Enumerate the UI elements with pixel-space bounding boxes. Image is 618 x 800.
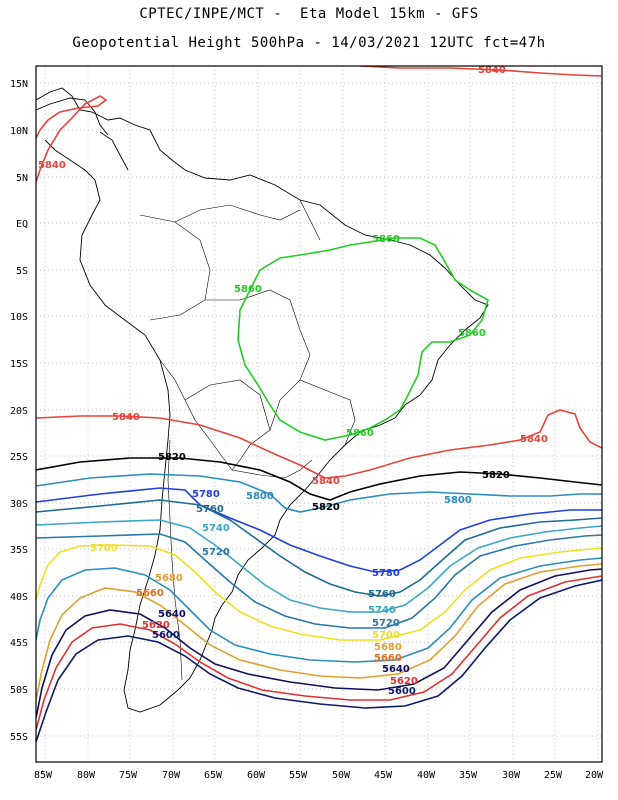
contour-5860: [237, 237, 489, 441]
contour-label: 5640: [158, 609, 186, 620]
lon-label: 55W: [289, 770, 308, 781]
contour-5780: [36, 487, 602, 573]
contour-5640: [36, 568, 602, 719]
contour-label: 5680: [374, 642, 402, 653]
lat-label: 55S: [10, 732, 28, 743]
contour-label: 5700: [90, 543, 118, 554]
lon-label: 35W: [459, 770, 478, 781]
contour-5660: [36, 563, 602, 701]
lat-label: 40S: [10, 592, 28, 603]
contour-label: 5760: [196, 504, 224, 515]
contour-label: 5620: [142, 620, 170, 631]
lon-label: 75W: [119, 770, 138, 781]
lon-label: 60W: [247, 770, 266, 781]
latitude-axis: 15N 10N 5N EQ 5S 10S 15S 20S 25S 30S 35S…: [10, 79, 28, 743]
graticule: [36, 66, 602, 762]
lat-label: 10S: [10, 312, 28, 323]
longitude-axis: 85W 80W 75W 70W 65W 60W 55W 50W 45W 40W …: [34, 770, 604, 781]
contour-lines: [36, 66, 602, 743]
lat-label: 15S: [10, 359, 28, 370]
contour-label: 5720: [372, 618, 400, 629]
contour-label: 5600: [388, 686, 416, 697]
contour-label: 5800: [246, 491, 274, 502]
contour-label: 5820: [312, 502, 340, 513]
lat-label: 50S: [10, 685, 28, 696]
contour-label: 5600: [152, 630, 180, 641]
contour-label: 5740: [368, 605, 396, 616]
lon-label: 25W: [544, 770, 563, 781]
contour-label: 5840: [478, 65, 506, 76]
contour-label: 5780: [372, 568, 400, 579]
contour-5840-mid: [36, 409, 602, 479]
lon-label: 45W: [374, 770, 393, 781]
lon-label: 40W: [417, 770, 436, 781]
lon-label: 85W: [34, 770, 53, 781]
contour-label: 5860: [234, 284, 262, 295]
lat-label: 20S: [10, 406, 28, 417]
lat-label: 35S: [10, 545, 28, 556]
contour-5620: [36, 575, 602, 731]
contour-5800: [36, 473, 602, 513]
contour-label: 5860: [458, 328, 486, 339]
contour-label: 5840: [312, 476, 340, 487]
contour-label: 5840: [112, 412, 140, 423]
lon-label: 80W: [77, 770, 96, 781]
contour-label: 5820: [158, 452, 186, 463]
contour-label: 5820: [482, 470, 510, 481]
contour-5680: [36, 557, 602, 663]
lon-label: 50W: [332, 770, 351, 781]
contour-5740: [36, 519, 602, 613]
contour-label: 5840: [38, 160, 66, 171]
lat-label: 5S: [16, 266, 28, 277]
lat-label: 15N: [10, 79, 28, 90]
contour-5760: [36, 499, 602, 597]
contour-label: 5860: [372, 234, 400, 245]
lon-label: 70W: [162, 770, 181, 781]
contour-label: 5700: [372, 630, 400, 641]
contour-label: 5740: [202, 523, 230, 534]
lon-label: 30W: [502, 770, 521, 781]
contour-5840-top: [359, 66, 602, 77]
coastline: [36, 87, 489, 713]
contour-label: 5720: [202, 547, 230, 558]
contour-label: 5860: [346, 428, 374, 439]
lat-label: 45S: [10, 638, 28, 649]
contour-label: 5660: [136, 588, 164, 599]
contour-label: 5620: [390, 676, 418, 687]
map-subtitle: Geopotential Height 500hPa - 14/03/2021 …: [72, 35, 546, 51]
map-title: CPTEC/INPE/MCT - Eta Model 15km - GFS: [139, 6, 479, 22]
contour-labels: 5840 5840 5840 5840 5840 5860 5860 5860 …: [38, 65, 548, 697]
lat-label: EQ: [16, 219, 28, 230]
contour-5720: [36, 533, 602, 629]
contour-5600: [36, 579, 602, 743]
contour-5820: [36, 457, 602, 501]
lat-label: 5N: [16, 173, 28, 184]
contour-label: 5840: [520, 434, 548, 445]
contour-label: 5800: [444, 495, 472, 506]
contour-label: 5660: [374, 653, 402, 664]
contour-label: 5640: [382, 664, 410, 675]
lat-label: 25S: [10, 452, 28, 463]
contour-label: 5760: [368, 589, 396, 600]
map-frame: [35, 65, 603, 763]
contour-label: 5780: [192, 489, 220, 500]
contour-label: 5680: [155, 573, 183, 584]
lat-label: 10N: [10, 126, 28, 137]
lat-label: 30S: [10, 499, 28, 510]
lon-label: 20W: [585, 770, 604, 781]
contour-5840-north: [36, 95, 108, 183]
contour-5700: [36, 544, 602, 641]
lon-label: 65W: [204, 770, 223, 781]
